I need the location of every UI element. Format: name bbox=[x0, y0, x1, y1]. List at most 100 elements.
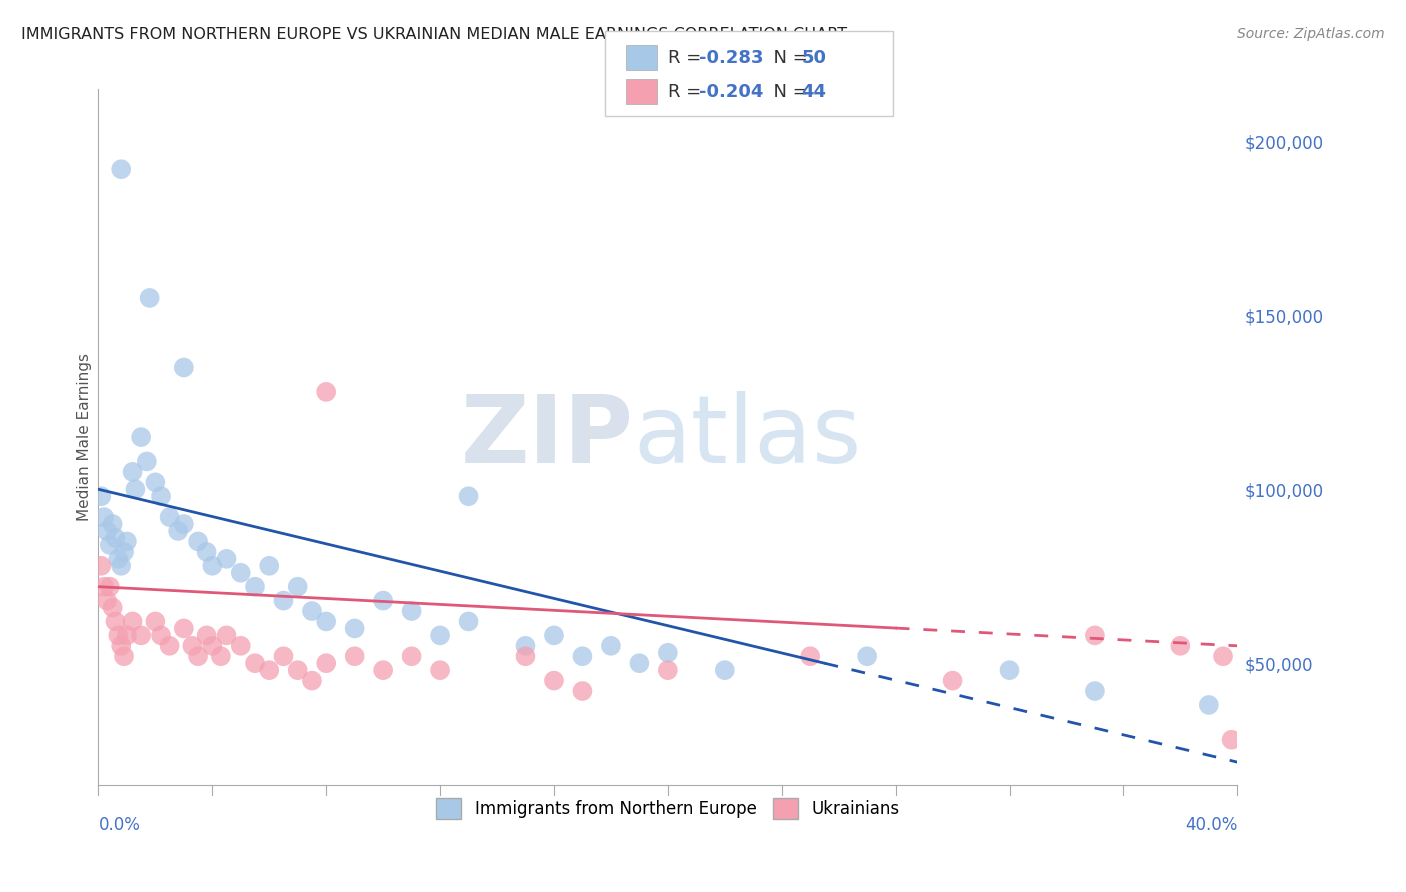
Point bbox=[571, 684, 593, 698]
Point bbox=[301, 673, 323, 688]
Point bbox=[181, 639, 204, 653]
Point bbox=[173, 516, 195, 531]
Point bbox=[138, 291, 160, 305]
Point bbox=[96, 593, 118, 607]
Point bbox=[112, 545, 135, 559]
Point bbox=[1084, 684, 1107, 698]
Point bbox=[145, 475, 167, 490]
Point bbox=[373, 593, 395, 607]
Point bbox=[90, 558, 112, 573]
Point bbox=[628, 657, 651, 671]
Point bbox=[942, 673, 965, 688]
Point bbox=[104, 615, 127, 629]
Point bbox=[173, 360, 195, 375]
Point bbox=[401, 604, 423, 618]
Point bbox=[101, 516, 124, 531]
Point bbox=[159, 510, 181, 524]
Point bbox=[714, 663, 737, 677]
Point bbox=[195, 545, 218, 559]
Point bbox=[129, 430, 152, 444]
Text: IMMIGRANTS FROM NORTHERN EUROPE VS UKRAINIAN MEDIAN MALE EARNINGS CORRELATION CH: IMMIGRANTS FROM NORTHERN EUROPE VS UKRAI… bbox=[21, 27, 848, 42]
Point bbox=[243, 657, 266, 671]
Text: R =: R = bbox=[668, 83, 707, 101]
Point bbox=[315, 657, 337, 671]
Point bbox=[515, 639, 537, 653]
Legend: Immigrants from Northern Europe, Ukrainians: Immigrants from Northern Europe, Ukraini… bbox=[429, 792, 907, 825]
Text: ZIP: ZIP bbox=[461, 391, 634, 483]
Y-axis label: Median Male Earnings: Median Male Earnings bbox=[77, 353, 91, 521]
Point bbox=[90, 489, 112, 503]
Point bbox=[543, 628, 565, 642]
Text: 50: 50 bbox=[801, 49, 827, 67]
Text: 0.0%: 0.0% bbox=[98, 816, 141, 834]
Point bbox=[129, 628, 152, 642]
Point bbox=[187, 534, 209, 549]
Point bbox=[104, 531, 127, 545]
Text: atlas: atlas bbox=[634, 391, 862, 483]
Point bbox=[273, 649, 295, 664]
Point bbox=[167, 524, 190, 538]
Point bbox=[98, 580, 121, 594]
Text: N =: N = bbox=[762, 83, 814, 101]
Point bbox=[215, 628, 238, 642]
Point bbox=[657, 663, 679, 677]
Point bbox=[135, 454, 157, 468]
Text: -0.283: -0.283 bbox=[699, 49, 763, 67]
Point bbox=[343, 649, 366, 664]
Point bbox=[93, 580, 115, 594]
Point bbox=[115, 628, 138, 642]
Point bbox=[259, 663, 281, 677]
Point bbox=[121, 465, 143, 479]
Point bbox=[187, 649, 209, 664]
Point bbox=[315, 615, 337, 629]
Point bbox=[287, 663, 309, 677]
Point bbox=[107, 628, 129, 642]
Point bbox=[856, 649, 879, 664]
Point bbox=[124, 482, 146, 496]
Point bbox=[1212, 649, 1234, 664]
Point bbox=[98, 538, 121, 552]
Point bbox=[571, 649, 593, 664]
Point bbox=[215, 551, 238, 566]
Point bbox=[259, 558, 281, 573]
Point bbox=[273, 593, 295, 607]
Point bbox=[93, 510, 115, 524]
Point bbox=[229, 566, 252, 580]
Point bbox=[195, 628, 218, 642]
Point bbox=[457, 489, 479, 503]
Point bbox=[1198, 698, 1220, 712]
Point bbox=[1220, 732, 1243, 747]
Point bbox=[201, 639, 224, 653]
Point bbox=[110, 639, 132, 653]
Point bbox=[373, 663, 395, 677]
Point bbox=[1170, 639, 1192, 653]
Point bbox=[209, 649, 232, 664]
Point bbox=[543, 673, 565, 688]
Point bbox=[150, 489, 173, 503]
Point bbox=[173, 621, 195, 635]
Point bbox=[287, 580, 309, 594]
Point bbox=[401, 649, 423, 664]
Text: -0.204: -0.204 bbox=[699, 83, 763, 101]
Text: 44: 44 bbox=[801, 83, 827, 101]
Point bbox=[110, 558, 132, 573]
Point bbox=[1084, 628, 1107, 642]
Point bbox=[110, 162, 132, 177]
Point bbox=[145, 615, 167, 629]
Point bbox=[243, 580, 266, 594]
Point bbox=[201, 558, 224, 573]
Point bbox=[429, 663, 451, 677]
Point bbox=[301, 604, 323, 618]
Point bbox=[101, 600, 124, 615]
Point bbox=[315, 384, 337, 399]
Text: N =: N = bbox=[762, 49, 814, 67]
Point bbox=[115, 534, 138, 549]
Point bbox=[998, 663, 1021, 677]
Point bbox=[799, 649, 821, 664]
Point bbox=[107, 551, 129, 566]
Point bbox=[515, 649, 537, 664]
Text: 40.0%: 40.0% bbox=[1185, 816, 1237, 834]
Point bbox=[121, 615, 143, 629]
Point bbox=[159, 639, 181, 653]
Point bbox=[229, 639, 252, 653]
